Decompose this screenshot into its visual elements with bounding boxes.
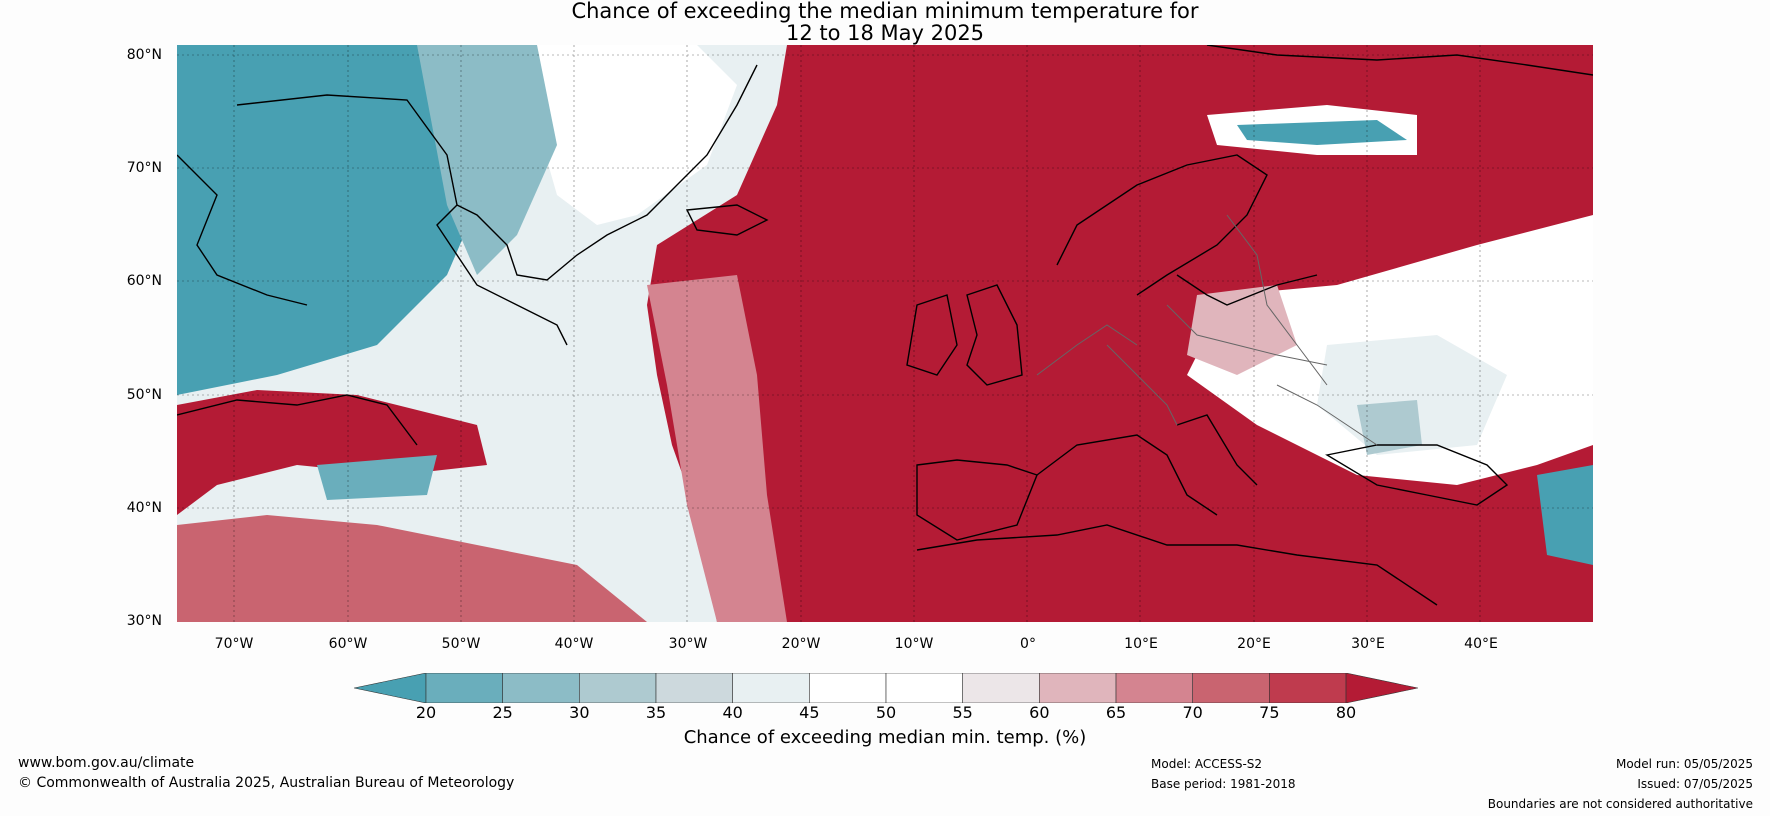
map-title-line-2: 12 to 18 May 2025: [785, 21, 985, 45]
country-borders: [1036, 214, 1378, 446]
lat-label-60n: 60°N: [126, 273, 162, 289]
cool-region-barents: [1237, 120, 1407, 145]
colorbar-tick-label: 35: [645, 703, 667, 722]
transition-band: [647, 275, 787, 622]
colorbar-segment: [425, 673, 503, 703]
probability-map: [177, 45, 1593, 622]
lon-label-50w: 50°W: [441, 636, 481, 652]
warm-region-atlantic-south: [177, 515, 647, 622]
coast-north-africa: [916, 524, 1438, 606]
map-title-line-1: Chance of exceeding the median minimum t…: [571, 0, 1199, 23]
lat-label-50n: 50°N: [126, 387, 162, 403]
colorbar-tick-label: 70: [1182, 703, 1203, 722]
coast-italy: [1176, 414, 1258, 486]
lat-label-40n: 40°N: [126, 500, 162, 516]
coastlines: [177, 45, 1593, 606]
colorbar-segment: [502, 673, 580, 703]
model-run-text: Model run: 05/05/2025: [1615, 757, 1753, 771]
lon-label-0: 0°: [1020, 636, 1036, 652]
coast-ireland: [906, 294, 958, 376]
colorbar-segment: [1115, 673, 1194, 703]
lon-label-30e: 30°E: [1351, 636, 1385, 652]
coast-arctic: [1206, 45, 1593, 76]
colorbar-tick-label: 20: [415, 703, 437, 722]
colorbar-tick-label: 55: [952, 703, 973, 722]
lat-label-70n: 70°N: [126, 160, 162, 176]
colorbar-extend-low: [354, 673, 427, 703]
coast-baffin: [177, 154, 308, 306]
colorbar-segments: [354, 673, 1418, 703]
coast-scandinavia: [1056, 154, 1268, 296]
colorbar-tick-label: 50: [875, 703, 897, 722]
colorbar-tick-label: 30: [569, 703, 590, 722]
colorbar-tick-label: 40: [722, 703, 743, 722]
coast-greenland-west: [236, 94, 568, 346]
map-gridlines: [177, 45, 1593, 622]
colorbar-segment: [962, 673, 1040, 703]
lon-label-10e: 10°E: [1124, 636, 1158, 652]
cool-region-canada: [177, 45, 477, 395]
border-central-europe: [1166, 304, 1328, 366]
lon-label-30w: 30°W: [668, 636, 708, 652]
disclaimer-text: Boundaries are not considered authoritat…: [1487, 797, 1753, 811]
copyright-text: © Commonwealth of Australia 2025, Austra…: [18, 775, 515, 791]
issued-text: Issued: 07/05/2025: [1637, 777, 1753, 791]
lat-label-30n: 30°N: [126, 613, 162, 629]
colorbar-tick-label: 75: [1259, 703, 1280, 722]
colorbar-tick-label: 45: [799, 703, 820, 722]
border-east: [1226, 214, 1328, 386]
colorbar-tick-label: 60: [1029, 703, 1050, 722]
colorbar-segment: [809, 673, 887, 703]
lon-label-20e: 20°E: [1237, 636, 1271, 652]
border-balkans: [1276, 384, 1378, 446]
colorbar-segment: [1192, 673, 1270, 703]
colorbar-segment: [655, 673, 733, 703]
lon-label-40w: 40°W: [554, 636, 594, 652]
colorbar-segment: [1039, 673, 1117, 703]
colorbar-segment: [732, 673, 810, 703]
coast-black-sea: [1325, 444, 1509, 506]
lon-label-20w: 20°W: [781, 636, 821, 652]
border-alps: [1106, 344, 1178, 426]
colorbar-tick-label: 25: [492, 703, 513, 722]
coast-iceland: [685, 204, 769, 236]
colorbar-segment: [1269, 673, 1347, 703]
colorbar-tick-label: 80: [1335, 703, 1357, 722]
website-link[interactable]: www.bom.gov.au/climate: [18, 755, 195, 771]
cool-patch-midatlantic: [317, 455, 437, 500]
border-france: [1036, 324, 1138, 376]
map-canvas: [177, 45, 1593, 622]
coast-britain: [966, 284, 1023, 386]
coast-newfoundland: [177, 394, 418, 446]
colorbar-label: Chance of exceeding median min. temp. (%…: [683, 727, 1087, 748]
base-period-text: Base period: 1981-2018: [1151, 777, 1296, 791]
lon-label-40e: 40°E: [1464, 636, 1498, 652]
model-text: Model: ACCESS-S2: [1151, 757, 1263, 771]
lon-label-60w: 60°W: [328, 636, 368, 652]
warm-region-newfoundland: [177, 390, 487, 515]
cool-patch-middle-east: [1537, 465, 1593, 565]
lon-label-10w: 10°W: [894, 636, 934, 652]
coast-baltic: [1176, 274, 1318, 306]
coast-mediterranean-north: [1036, 434, 1218, 516]
cool-patch-balkans: [1357, 400, 1422, 455]
colorbar: [354, 673, 1418, 703]
colorbar-tick-label: 65: [1105, 703, 1127, 722]
coast-iberia: [916, 459, 1038, 541]
colorbar-extend-high: [1345, 673, 1418, 703]
colorbar-segment: [885, 673, 963, 703]
lon-label-70w: 70°W: [214, 636, 254, 652]
lat-label-80n: 80°N: [126, 47, 162, 63]
coast-greenland-south: [456, 64, 758, 281]
colorbar-segment: [579, 673, 657, 703]
cool-region-greenland: [417, 45, 557, 275]
